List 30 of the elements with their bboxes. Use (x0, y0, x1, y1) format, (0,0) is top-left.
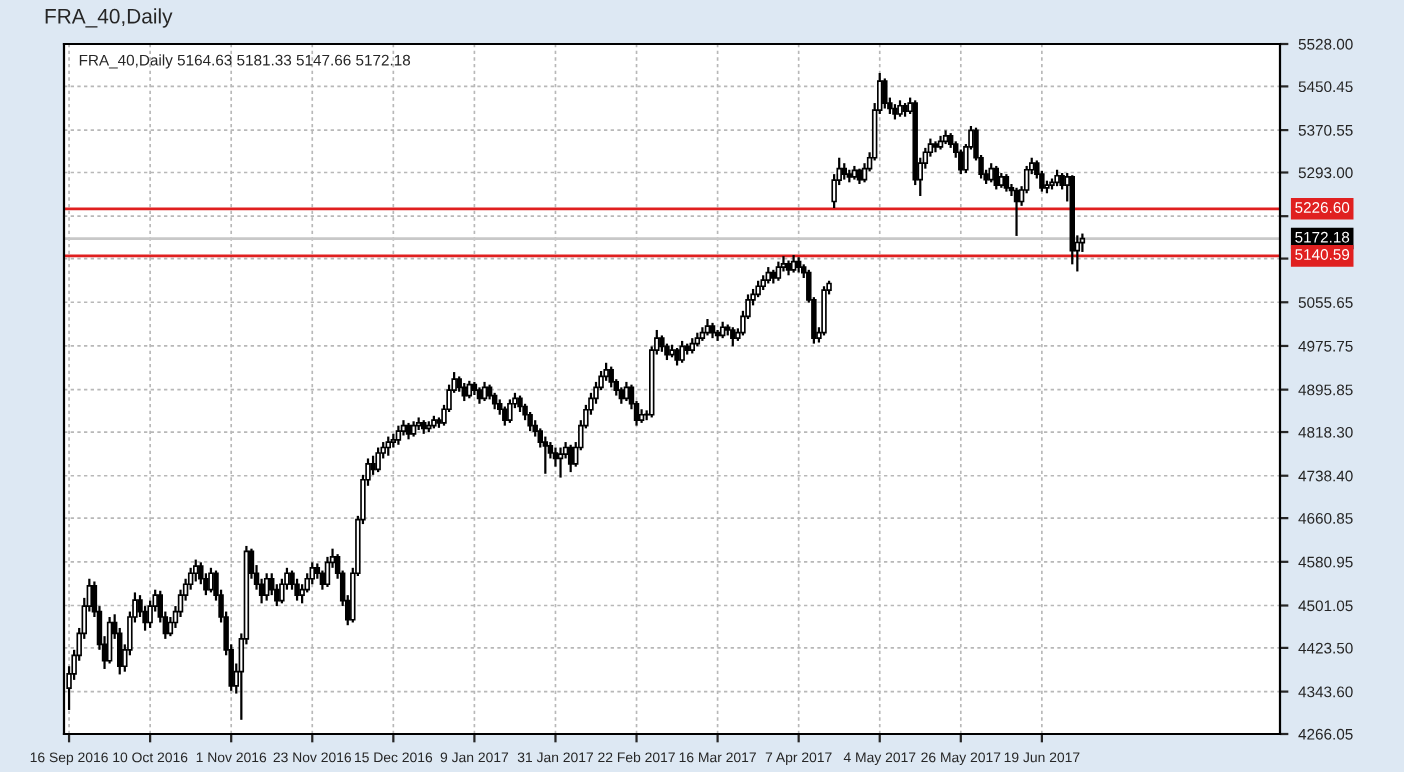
candlestick (385, 435, 392, 457)
candlestick (527, 410, 533, 433)
candlestick (502, 405, 508, 427)
candlestick (507, 398, 513, 425)
candlestick (294, 577, 300, 602)
candlestick (775, 260, 782, 282)
candlestick (993, 164, 1000, 191)
candlestick (557, 446, 564, 479)
candlestick (542, 435, 549, 475)
candlestick (567, 443, 574, 474)
candlestick (324, 555, 331, 589)
candlestick (481, 380, 488, 403)
candlestick (623, 380, 630, 403)
candlestick (730, 326, 736, 348)
candlestick (309, 561, 316, 586)
candlestick (882, 77, 888, 110)
chart-title: FRA_40,Daily (45, 8, 173, 28)
candlestick (375, 446, 381, 474)
candlestick (395, 424, 402, 446)
candlestick (208, 566, 214, 594)
candlestick (1013, 186, 1020, 238)
candlestick (603, 361, 609, 382)
candlestick (608, 365, 614, 389)
candlestick (192, 558, 199, 583)
candlestick (106, 615, 113, 665)
candlestick (263, 572, 270, 602)
candlestick (988, 162, 994, 184)
candlestick (821, 285, 827, 337)
candlestick (958, 148, 964, 176)
candlestick (679, 339, 685, 364)
